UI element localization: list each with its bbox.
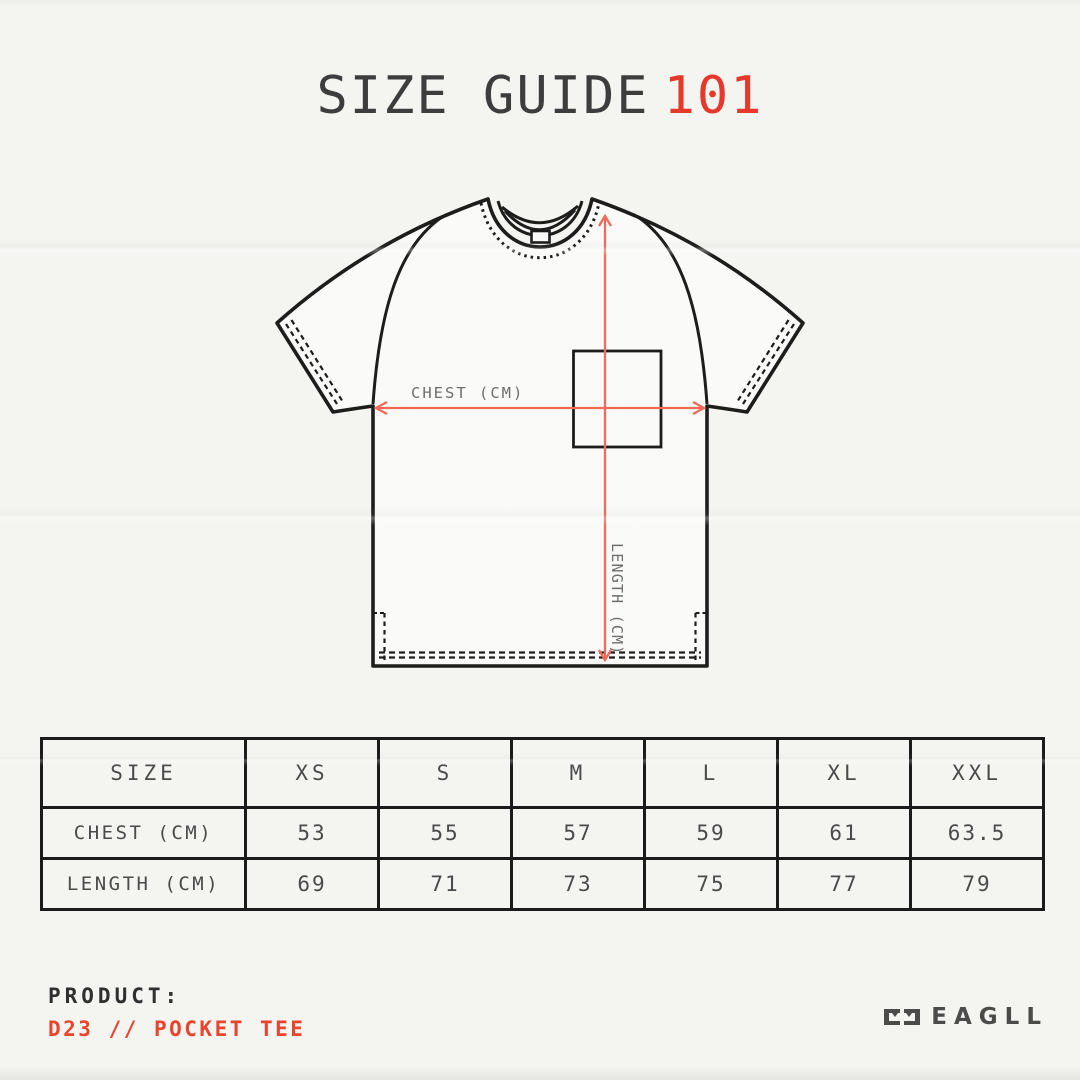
size-table-header-cell: XXL — [909, 737, 1045, 809]
chest-value-s: 55 — [377, 806, 513, 860]
collar-tag — [530, 229, 551, 244]
product-name: D23 // POCKET TEE — [48, 1017, 306, 1041]
length-value-xxl: 79 — [909, 857, 1045, 911]
product-heading: PRODUCT: — [48, 984, 182, 1008]
page-title-main: SIZE GUIDE — [316, 66, 650, 126]
brand-logo: EAGLL — [883, 1004, 1048, 1030]
size-table-header-cell: L — [643, 737, 779, 809]
length-value-l: 75 — [643, 857, 779, 911]
brand-wordmark: EAGLL — [931, 1004, 1048, 1030]
size-table-header-cell: XL — [776, 737, 912, 809]
tshirt-diagram: CHEST (CM) LENGTH (CM) — [275, 197, 805, 668]
length-dimension-label: LENGTH (CM) — [608, 543, 626, 656]
table-row-length: LENGTH (CM) 69 71 73 75 77 79 — [40, 857, 1045, 911]
length-measure-arrow — [598, 213, 612, 663]
chest-value-m: 57 — [510, 806, 646, 860]
armhole-seams — [371, 215, 709, 405]
row-label-length: LENGTH (CM) — [40, 857, 247, 911]
hem-stitching — [373, 612, 707, 663]
product-info: PRODUCT: D23 // POCKET TEE — [48, 984, 305, 1041]
table-row-chest: CHEST (CM) 53 55 57 59 61 63.5 — [40, 806, 1045, 860]
length-value-s: 71 — [377, 857, 513, 911]
tshirt-outline — [275, 197, 805, 668]
collar — [496, 200, 584, 244]
size-table-header-cell: S — [377, 737, 513, 809]
size-table-header-cell: M — [510, 737, 646, 809]
chest-value-xl: 61 — [776, 806, 912, 860]
chest-value-xxl: 63.5 — [909, 806, 1045, 860]
eagll-logo-icon — [884, 1009, 921, 1025]
chest-value-l: 59 — [643, 806, 779, 860]
page-title-accent: 101 — [663, 66, 764, 126]
chest-dimension-label: CHEST (CM) — [411, 384, 524, 402]
length-value-xl: 77 — [776, 857, 912, 911]
chest-value-xs: 53 — [244, 806, 380, 860]
paper-edge — [0, 0, 1080, 7]
size-table: SIZE XS S M L XL XXL CHEST (CM) 53 55 57… — [40, 737, 1045, 911]
length-value-m: 73 — [510, 857, 646, 911]
paper-edge — [0, 1066, 1080, 1080]
size-table-header-cell: SIZE — [40, 737, 247, 809]
page-title: SIZE GUIDE 101 — [0, 66, 1080, 126]
size-table-header-cell: XS — [244, 737, 380, 809]
sleeve-stitching — [285, 319, 795, 405]
chest-measure-arrow — [373, 400, 707, 416]
size-table-header-row: SIZE XS S M L XL XXL — [40, 737, 1045, 809]
chest-pocket — [572, 349, 663, 449]
length-value-xs: 69 — [244, 857, 380, 911]
row-label-chest: CHEST (CM) — [40, 806, 247, 860]
